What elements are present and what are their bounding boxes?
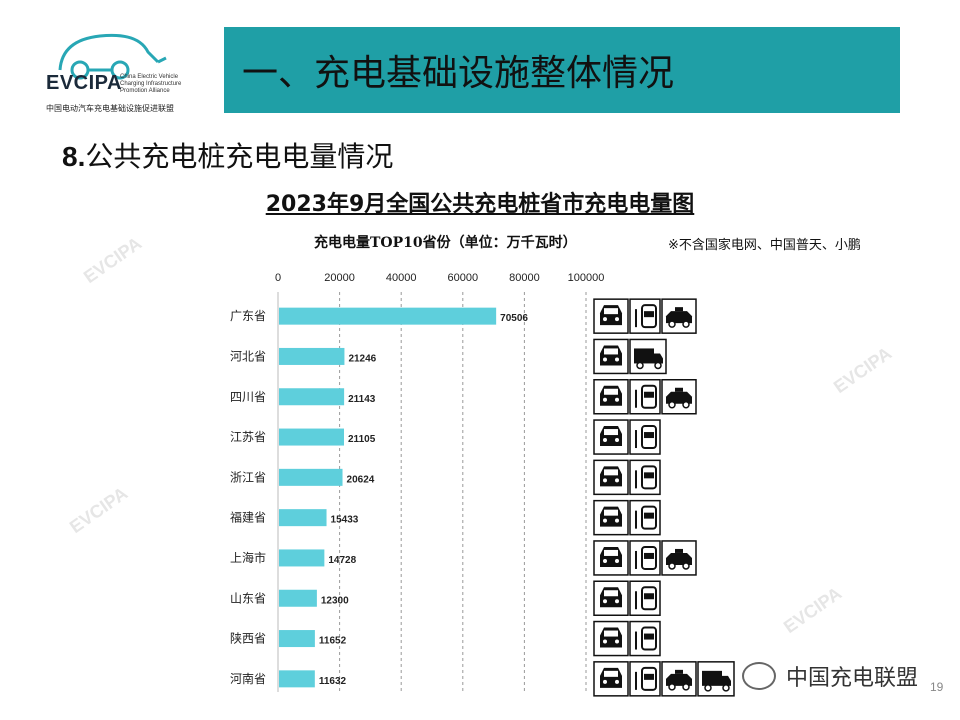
x-tick-label: 40000 <box>386 272 417 284</box>
bus-icon <box>629 379 661 415</box>
bar <box>279 589 317 607</box>
data-label: 11652 <box>319 636 347 647</box>
car-icon <box>593 298 629 334</box>
chart-note: ※不含国家电网、中国普天、小鹏 <box>668 238 861 253</box>
bar <box>279 670 315 688</box>
data-label: 70506 <box>500 313 528 324</box>
category-label: 浙江省 <box>230 470 266 484</box>
page-number: 19 <box>930 680 944 694</box>
bus-icon <box>629 620 661 657</box>
car-icon <box>593 661 629 697</box>
car-icon <box>593 540 629 576</box>
evcipa-logo-graphic <box>58 33 167 80</box>
car-icon <box>593 499 629 536</box>
x-tick-label: 0 <box>275 272 281 284</box>
data-label: 11632 <box>319 676 347 687</box>
category-label: 陕西省 <box>230 631 266 646</box>
data-label: 21105 <box>348 434 376 445</box>
category-label: 河北省 <box>230 349 266 363</box>
truck-icon <box>697 661 735 697</box>
header-banner: 一、充电基础设施整体情况 <box>224 27 900 113</box>
category-label: 福建省 <box>230 510 266 525</box>
category-label: 山东省 <box>230 591 266 605</box>
x-tick-label: 60000 <box>448 272 479 284</box>
category-label: 河南省 <box>230 671 266 686</box>
section-number: 8. <box>62 141 86 172</box>
bar <box>279 630 315 648</box>
wechat-watermark: 中国充电联盟 <box>742 660 918 692</box>
car-icon <box>593 379 629 415</box>
bar <box>279 388 345 406</box>
taxi-icon <box>661 661 697 697</box>
data-label: 20624 <box>347 474 375 485</box>
bar <box>279 347 345 365</box>
bus-icon <box>629 540 661 576</box>
logo-english-name: China Electric Vehicle Charging Infrastr… <box>120 74 182 94</box>
car-icon <box>593 338 629 375</box>
logo-name: EVCIPA <box>46 72 122 94</box>
category-label: 广东省 <box>230 309 266 323</box>
bar <box>279 428 345 446</box>
taxi-icon <box>661 298 697 334</box>
bar <box>279 468 343 486</box>
taxi-icon <box>661 379 697 415</box>
x-tick-label: 100000 <box>568 272 605 284</box>
data-label: 15433 <box>331 515 359 526</box>
wechat-icon <box>742 662 776 690</box>
chart-title: 2023年9月全国公共充电桩省市充电电量图 <box>265 192 695 217</box>
data-label: 21246 <box>348 353 376 364</box>
chart-subtitle: 充电电量TOP10省份（单位：万千瓦时） <box>314 235 577 251</box>
truck-icon <box>629 338 667 375</box>
bar <box>279 549 325 567</box>
car-icon <box>593 580 629 616</box>
data-label: 14728 <box>328 555 356 566</box>
car-icon <box>593 620 629 657</box>
bus-icon <box>629 499 661 536</box>
bus-icon <box>629 580 661 616</box>
logo-chinese-name: 中国电动汽车充电基础设施促进联盟 <box>46 104 174 113</box>
bus-icon <box>629 419 661 455</box>
bus-icon <box>629 459 661 496</box>
page-title: 一、充电基础设施整体情况 <box>242 53 675 94</box>
bar <box>279 307 497 325</box>
data-label: 12300 <box>321 595 349 606</box>
bar <box>279 509 327 527</box>
car-icon <box>593 459 629 496</box>
category-label: 四川省 <box>230 390 266 404</box>
x-tick-label: 20000 <box>324 272 355 284</box>
taxi-icon <box>661 540 697 576</box>
section-title-text: 公共充电桩充电电量情况 <box>85 140 394 173</box>
category-label: 上海市 <box>230 550 266 565</box>
section-title: 8.公共充电桩充电电量情况 <box>62 135 393 175</box>
car-icon <box>593 419 629 455</box>
bus-icon <box>629 298 661 334</box>
watermark-text: 中国充电联盟 <box>786 666 919 691</box>
category-label: 江苏省 <box>230 430 266 444</box>
data-label: 21143 <box>348 394 376 405</box>
bus-icon <box>629 661 661 697</box>
x-tick-label: 80000 <box>509 272 540 284</box>
